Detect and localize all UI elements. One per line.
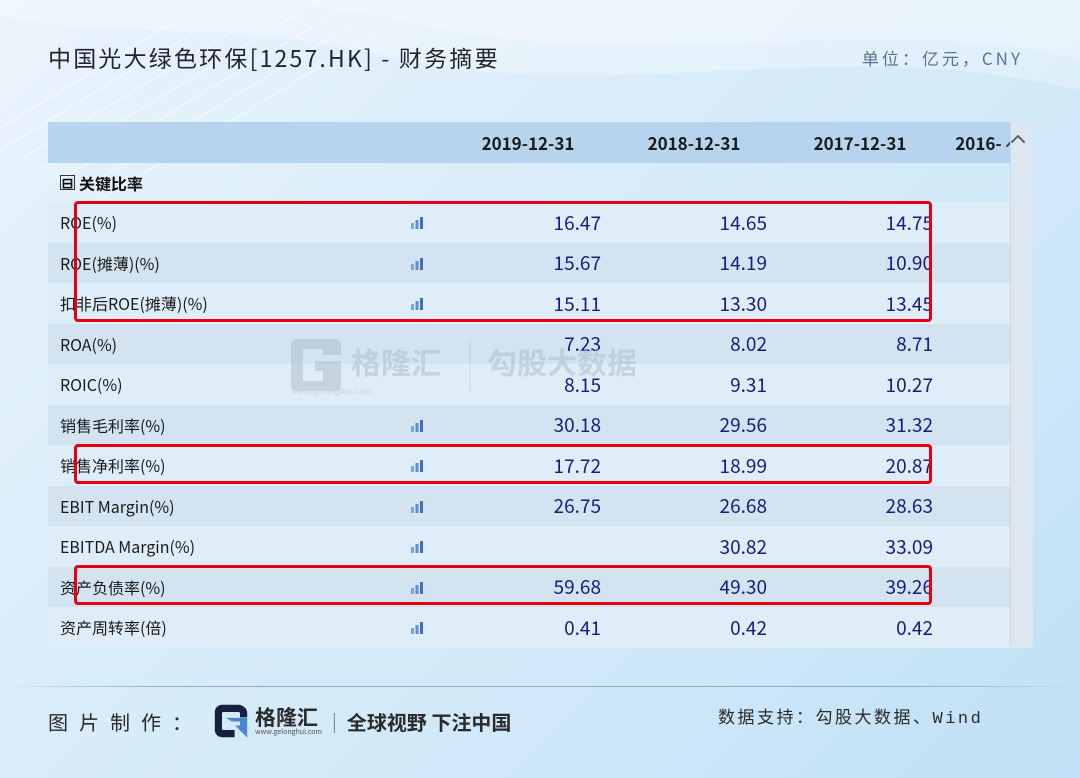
- svg-text:勾股大数据: 勾股大数据: [487, 339, 637, 383]
- svg-text:格隆汇: 格隆汇: [351, 339, 441, 383]
- svg-text:www.gelonghui.com: www.gelonghui.com: [290, 386, 372, 396]
